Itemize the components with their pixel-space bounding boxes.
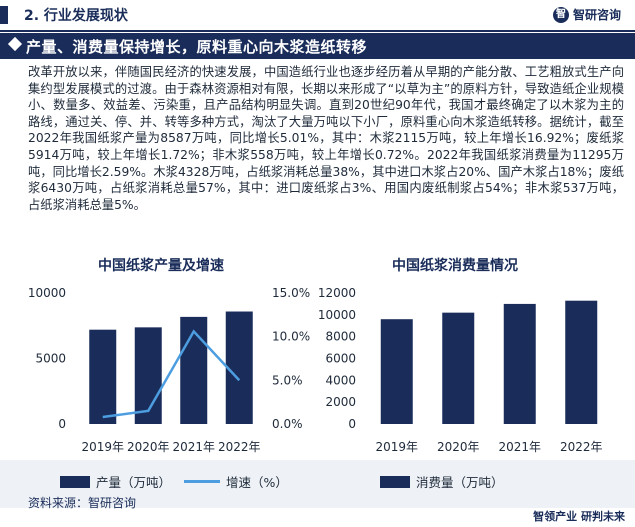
x-tick-label: 2019年 [81,440,124,454]
production-bar [89,329,117,424]
production-bar [134,327,162,424]
x-tick-label: 2021年 [498,440,541,454]
chart2-legend-consumption: 消费量（万吨） [380,472,504,491]
y-left-tick-label: 5000 [35,352,66,366]
top-header: 2. 行业发展现状 智 智研咨询 [0,0,635,30]
y-left-tick-label: 10000 [28,286,66,300]
logo-text: 智研咨询 [572,8,621,22]
y-right-tick-label: 15.0% [272,286,310,300]
source-note: 资料来源：智研咨询 [28,496,137,510]
consumption-bar [442,312,475,424]
title-banner: 产量、消费量保持增长，原料重心向木浆造纸转移 [0,33,635,59]
legend-band [0,460,635,508]
footer-slogan: 智领产业 研判未来 [533,510,625,523]
x-tick-label: 2022年 [560,440,603,454]
y-tick-label: 4000 [325,373,356,387]
growth-line [102,329,241,419]
chart2-plot: 0 2000 4000 6000 8000 10000 12000 2019年 2020年 202… [318,286,603,454]
legend-bar-swatch [380,475,410,488]
banner-title: 产量、消费量保持增长，原料重心向木浆造纸转移 [26,38,368,56]
chart1-title: 中国纸浆产量及增速 [98,258,224,274]
chart1-legend-growth: 增速（%） [184,472,288,491]
y-tick-label: 6000 [325,352,356,366]
consumption-bar [380,319,413,424]
y-right-tick-label: 5.0% [272,373,303,387]
y-left-tick-label: 0 [58,417,66,431]
x-tick-label: 2020年 [437,440,480,454]
y-right-tick-label: 0.0% [272,417,303,431]
consumption-bar [565,300,598,424]
y-tick-label: 12000 [318,286,356,300]
y-tick-label: 10000 [318,308,356,322]
x-tick-label: 2021年 [172,440,215,454]
x-tick-label: 2020年 [127,440,170,454]
legend-label: 产量（万吨） [96,475,172,490]
body-paragraph: 改革开放以来，伴随国民经济的快速发展，中国造纸行业也逐步经历着从早期的产能分散、… [28,65,624,212]
production-bar [180,316,208,424]
header-accent-bar [0,6,8,24]
legend-line-swatch [184,480,220,483]
chart1-legend-production: 产量（万吨） [60,472,171,491]
legend-label: 消费量（万吨） [416,475,504,490]
brand-logo: 智 智研咨询 [552,6,621,23]
section-title: 2. 行业发展现状 [24,8,128,24]
consumption-bar [503,303,536,424]
header-divider [0,30,635,32]
y-tick-label: 2000 [325,395,356,409]
legend-label: 增速（%） [226,475,288,490]
y-tick-label: 8000 [325,330,356,344]
chart2-title: 中国纸浆消费量情况 [392,258,518,274]
x-tick-label: 2022年 [218,440,261,454]
production-bar [225,311,253,424]
legend-bar-swatch [60,475,90,488]
x-tick-label: 2019年 [375,440,418,454]
logo-icon: 智 [552,6,569,23]
y-tick-label: 0 [348,417,356,431]
y-right-tick-label: 10.0% [272,330,310,344]
